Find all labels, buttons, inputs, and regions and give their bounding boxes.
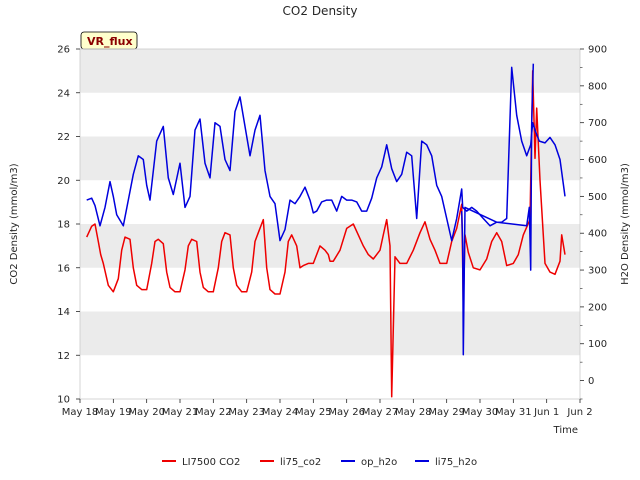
series-line-op-h2o — [86, 66, 566, 242]
x-axis-title: Time — [553, 425, 578, 436]
y-right-tick-label: 0 — [588, 376, 594, 387]
x-tick-label: May 22 — [195, 407, 232, 418]
y-axis-left: 10 12 14 16 18 20 22 24 26 — [57, 45, 80, 406]
legend-label: LI7500 CO2 — [182, 457, 240, 468]
legend-label: li75_co2 — [280, 457, 321, 468]
badge-label: VR_flux — [87, 35, 133, 48]
y-axis-right-title: H2O Density (mmol/m3) — [620, 163, 631, 285]
y-left-tick-label: 24 — [57, 88, 70, 99]
grid-band — [80, 136, 580, 181]
y-right-tick-label: 200 — [588, 302, 607, 313]
y-left-tick-label: 12 — [57, 351, 70, 362]
legend-label: op_h2o — [361, 457, 397, 468]
y-right-tick-label: 100 — [588, 339, 607, 350]
series-line-li75-h2o — [460, 63, 535, 356]
x-tick-label: Jun 2 — [566, 407, 592, 418]
y-axis-right: 0 100 200 300 400 500 600 700 800 900 — [580, 45, 607, 400]
x-tick-label: May 19 — [95, 407, 132, 418]
y-right-tick-label: 500 — [588, 192, 607, 203]
legend-label: li75_h2o — [435, 457, 477, 468]
x-tick-label: May 20 — [128, 407, 165, 418]
x-tick-label: May 25 — [295, 407, 332, 418]
y-left-tick-label: 10 — [57, 395, 70, 406]
x-tick-label: May 27 — [362, 407, 399, 418]
badge: VR_flux — [80, 31, 138, 50]
x-tick-label: May 18 — [62, 407, 99, 418]
x-tick-label: May 31 — [495, 407, 532, 418]
x-tick-label: Jun 1 — [533, 407, 559, 418]
y-left-tick-label: 16 — [57, 263, 70, 274]
y-right-tick-label: 600 — [588, 155, 607, 166]
y-right-tick-label: 400 — [588, 229, 607, 240]
series-layer — [86, 63, 566, 398]
y-axis-left-title: CO2 Density (mmol/m3) — [9, 163, 20, 284]
background-bands — [80, 49, 580, 356]
y-left-tick-label: 20 — [57, 176, 70, 187]
y-left-tick-label: 22 — [57, 132, 70, 143]
x-tick-label: May 21 — [162, 407, 199, 418]
y-left-tick-label: 14 — [57, 307, 70, 318]
chart-title: CO2 Density — [283, 4, 358, 18]
x-tick-label: May 30 — [462, 407, 499, 418]
y-left-tick-label: 18 — [57, 220, 70, 231]
y-right-tick-label: 900 — [588, 45, 607, 56]
x-tick-label: May 28 — [395, 407, 432, 418]
legend: LI7500 CO2 li75_co2 op_h2o li75_h2o — [162, 457, 477, 468]
y-right-tick-label: 300 — [588, 266, 607, 277]
grid-band — [80, 311, 580, 356]
x-tick-label: May 23 — [228, 407, 265, 418]
y-left-tick-label: 26 — [57, 45, 70, 56]
y-right-tick-label: 700 — [588, 118, 607, 129]
y-right-tick-label: 800 — [588, 81, 607, 92]
grid-band — [80, 49, 580, 93]
x-tick-label: May 24 — [262, 407, 299, 418]
x-tick-label: May 26 — [328, 407, 365, 418]
series-line-li75-co2 — [86, 70, 566, 398]
x-tick-label: May 29 — [428, 407, 465, 418]
